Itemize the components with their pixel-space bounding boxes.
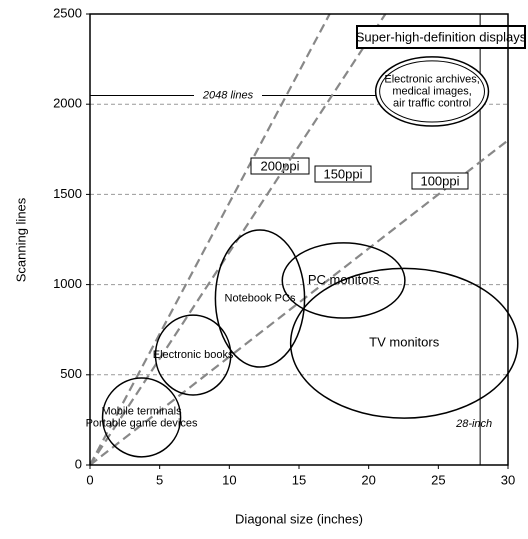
region (281, 242, 406, 319)
y-axis-label: Scanning lines (13, 197, 28, 282)
reference-label: 28-inch (455, 418, 492, 430)
y-tick-label: 2000 (53, 96, 82, 111)
ppi-label: 200ppi (260, 158, 299, 173)
region-label: Notebook PCs (225, 292, 296, 304)
annotation-box (356, 25, 526, 49)
x-tick-label: 20 (361, 472, 375, 487)
region (214, 229, 306, 368)
y-tick-label: 0 (75, 456, 82, 471)
y-tick-label: 2500 (53, 5, 82, 20)
x-tick-label: 30 (501, 472, 515, 487)
region-inner (379, 60, 485, 123)
ppi-label: 150ppi (323, 166, 362, 181)
region (101, 377, 182, 458)
y-tick-label: 1000 (53, 276, 82, 291)
region-label: Electronic books (153, 349, 234, 361)
x-tick-label: 0 (86, 472, 93, 487)
ppi-label-box (411, 172, 469, 190)
x-tick-label: 25 (431, 472, 445, 487)
region-label: Portable game devices (86, 417, 198, 429)
ppi-label-box (314, 165, 372, 183)
y-tick-label: 500 (60, 366, 82, 381)
ppi-label: 100ppi (420, 173, 459, 188)
ppi-label-box (250, 157, 310, 175)
ppi-line (89, 13, 331, 466)
region-label: medical images, (392, 85, 471, 97)
plot-frame (89, 13, 509, 466)
region-label: Electronic archives, (384, 73, 479, 85)
reference-label: 2048 lines (202, 89, 254, 101)
y-tick-label: 1500 (53, 186, 82, 201)
region (374, 56, 490, 127)
x-tick-label: 10 (222, 472, 236, 487)
x-tick-label: 15 (292, 472, 306, 487)
region (154, 314, 232, 396)
region (289, 267, 519, 419)
x-tick-label: 5 (156, 472, 163, 487)
annotation: Super-high-definition displays (356, 29, 527, 44)
region-label: air traffic control (393, 97, 471, 109)
x-axis-label: Diagonal size (inches) (235, 511, 363, 526)
ppi-line (89, 139, 509, 466)
region-label: Mobile terminals (102, 405, 183, 417)
region-label: TV monitors (369, 335, 440, 350)
